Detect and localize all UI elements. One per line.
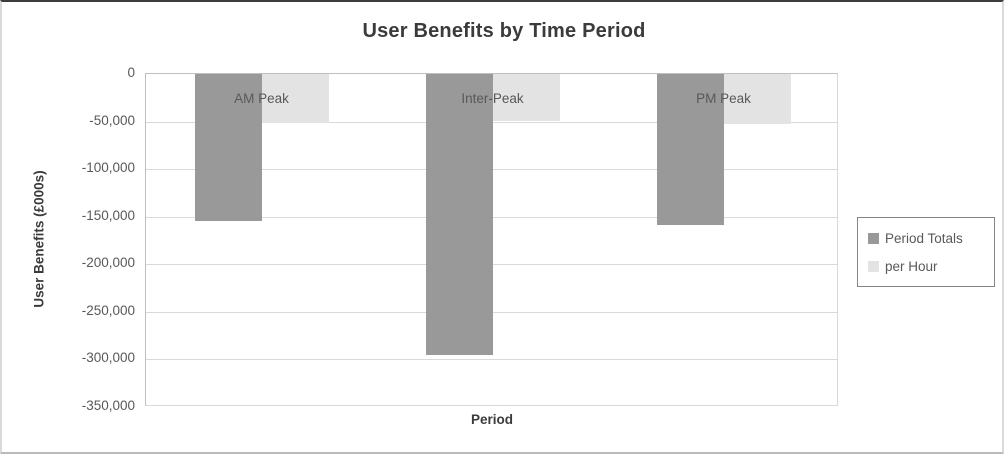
legend-label: per Hour <box>885 258 938 274</box>
legend-item-per-hour: per Hour <box>868 259 984 274</box>
y-axis-title: User Benefits (£000s) <box>31 170 47 308</box>
chart-title: User Benefits by Time Period <box>362 20 646 42</box>
plot-area: AM Peak Inter-Peak PM Peak <box>145 73 838 406</box>
legend: Period Totals per Hour <box>857 217 995 287</box>
legend-item-period-totals: Period Totals <box>868 231 984 246</box>
legend-swatch-icon <box>868 260 879 272</box>
y-tick-label: -50,000 <box>89 112 135 128</box>
category-label-inter-peak: Inter-Peak <box>461 91 524 106</box>
bar-period-totals-pm-peak <box>656 74 724 226</box>
y-tick-label: -200,000 <box>81 255 135 271</box>
x-axis-title: Period <box>470 412 513 427</box>
y-tick-label: -150,000 <box>81 207 135 223</box>
y-tick-label: -300,000 <box>81 350 135 366</box>
bar-period-totals-am-peak <box>194 74 262 222</box>
gridline <box>146 359 837 361</box>
y-tick-label: -100,000 <box>81 160 135 176</box>
category-label-pm-peak: PM Peak <box>696 91 751 106</box>
bar-per-hour-am-peak <box>261 74 329 123</box>
y-tick-label: 0 <box>127 65 135 80</box>
y-tick-label: -250,000 <box>81 302 135 318</box>
bar-per-hour-pm-peak <box>723 74 791 125</box>
bar-period-totals-inter-peak <box>425 74 493 355</box>
bar-per-hour-inter-peak <box>492 74 560 121</box>
y-tick-label: -350,000 <box>81 398 135 413</box>
legend-swatch-icon <box>868 232 879 244</box>
legend-label: Period Totals <box>885 230 963 246</box>
category-label-am-peak: AM Peak <box>234 91 289 106</box>
